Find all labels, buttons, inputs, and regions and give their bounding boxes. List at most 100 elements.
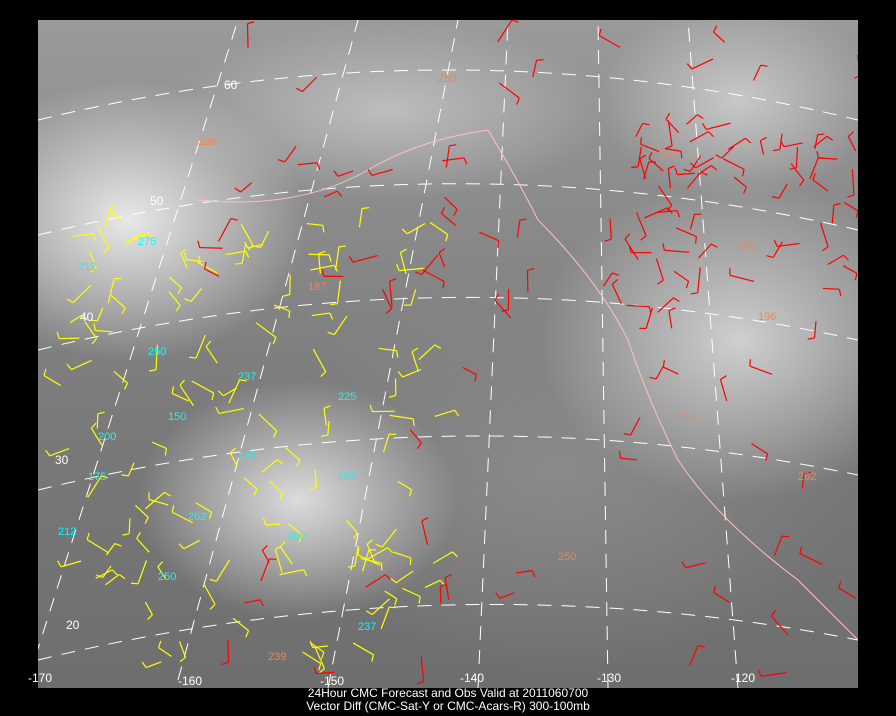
barb-flag [144,517,149,524]
pressure-label: 175 [88,471,106,483]
acars-wind-barb [624,238,639,260]
barb-flag [81,314,88,321]
barb-flag [338,245,346,248]
barb-flag [330,303,338,306]
lon-label: -120 [731,671,756,685]
barb-flag [648,151,653,159]
barb-flag [328,254,332,262]
barb-flag [710,243,718,248]
acars-wind-barb [260,558,270,582]
acars-wind-barb [663,366,679,375]
acars-wind-barb [664,249,690,253]
acars-wind-barb [677,172,695,176]
barb-flag [97,411,105,415]
barb-flag [239,379,247,382]
meridian-line [687,20,739,688]
barb-flag [640,137,643,145]
barb-flag [318,668,325,674]
barb-flag [121,307,126,315]
barb-flag [683,168,691,173]
pressure-label: 212 [78,261,96,273]
satellite-wind-barb [124,232,149,244]
satellite-wind-barb [158,647,172,657]
satellite-wind-barb [223,387,238,397]
satellite-wind-barb [389,414,414,420]
acars-wind-barb [421,254,439,276]
acars-wind-barb [759,140,765,155]
acars-wind-barb [599,35,621,48]
barb-flag [474,374,477,382]
satellite-wind-barb [107,278,115,304]
acars-wind-barb [697,243,712,259]
barb-flag [184,298,192,303]
barb-flag [772,196,780,199]
acars-wind-barb [697,267,701,293]
barb-flag [371,654,375,662]
satellite-wind-barb [69,314,83,324]
acars-wind-barb [635,123,644,137]
barb-flag [366,539,374,545]
barb-flag [760,136,767,142]
acars-wind-barb [462,366,477,376]
acars-wind-barb [442,157,465,162]
barb-flag [396,263,400,271]
acars-wind-barb [609,218,612,240]
satellite-wind-barb [310,264,335,271]
satellite-wind-barb [128,518,131,534]
barb-flag [179,379,186,386]
barb-flag [854,273,858,281]
acars-wind-barb [444,577,450,600]
barb-flag [421,517,429,522]
acars-wind-barb [422,269,445,282]
acars-wind-barb [795,146,799,168]
barb-flag [348,255,354,263]
satellite-wind-barb [190,288,203,302]
pressure-label: 200 [98,431,116,443]
acars-wind-barb [244,599,261,604]
barb-flag [444,573,452,578]
satellite-wind-barb [410,289,417,306]
satellite-wind-barb [225,250,246,256]
barb-flag [278,493,284,501]
barb-flag [838,581,842,589]
satellite-wind-barb [279,546,293,565]
acars-wind-barb [240,182,252,193]
satellite-wind-barb [365,547,388,561]
barb-flag [760,64,768,67]
pressure-label: 206 [738,241,756,253]
barb-flag [247,244,254,251]
acars-wind-barb [655,209,678,214]
satellite-wind-barb [205,346,218,364]
acars-wind-barb [657,185,673,206]
satellite-wind-barb [127,462,135,477]
satellite-wind-barb [96,307,104,322]
acars-wind-barb [479,231,500,242]
barb-flag [681,561,687,569]
satellite-wind-barb [105,543,116,556]
acars-wind-barb [532,59,538,78]
barb-flag [57,560,62,568]
acars-wind-barb [813,321,817,338]
satellite-wind-barb [241,243,247,264]
barb-flag [288,310,291,319]
coastline [487,129,858,641]
acars-wind-barb [316,671,335,675]
barb-flag [329,312,334,320]
satellite-wind-barb [406,223,426,235]
satellite-wind-barb [384,590,398,600]
barb-flag [668,165,676,170]
barb-flag [313,666,317,674]
barb-flag [318,663,322,671]
acars-wind-barb [728,137,746,150]
satellite-wind-barb [393,551,411,559]
acars-wind-barb [602,272,613,287]
satellite-wind-barb [95,329,113,333]
barb-flag [197,240,201,248]
acars-wind-barb [812,179,829,192]
barb-flag [665,145,673,150]
barb-flag [243,241,249,249]
barb-flag [708,131,714,138]
acars-wind-barb [689,155,702,172]
barb-flag [269,558,277,561]
pressure-label: 227 [658,151,676,163]
